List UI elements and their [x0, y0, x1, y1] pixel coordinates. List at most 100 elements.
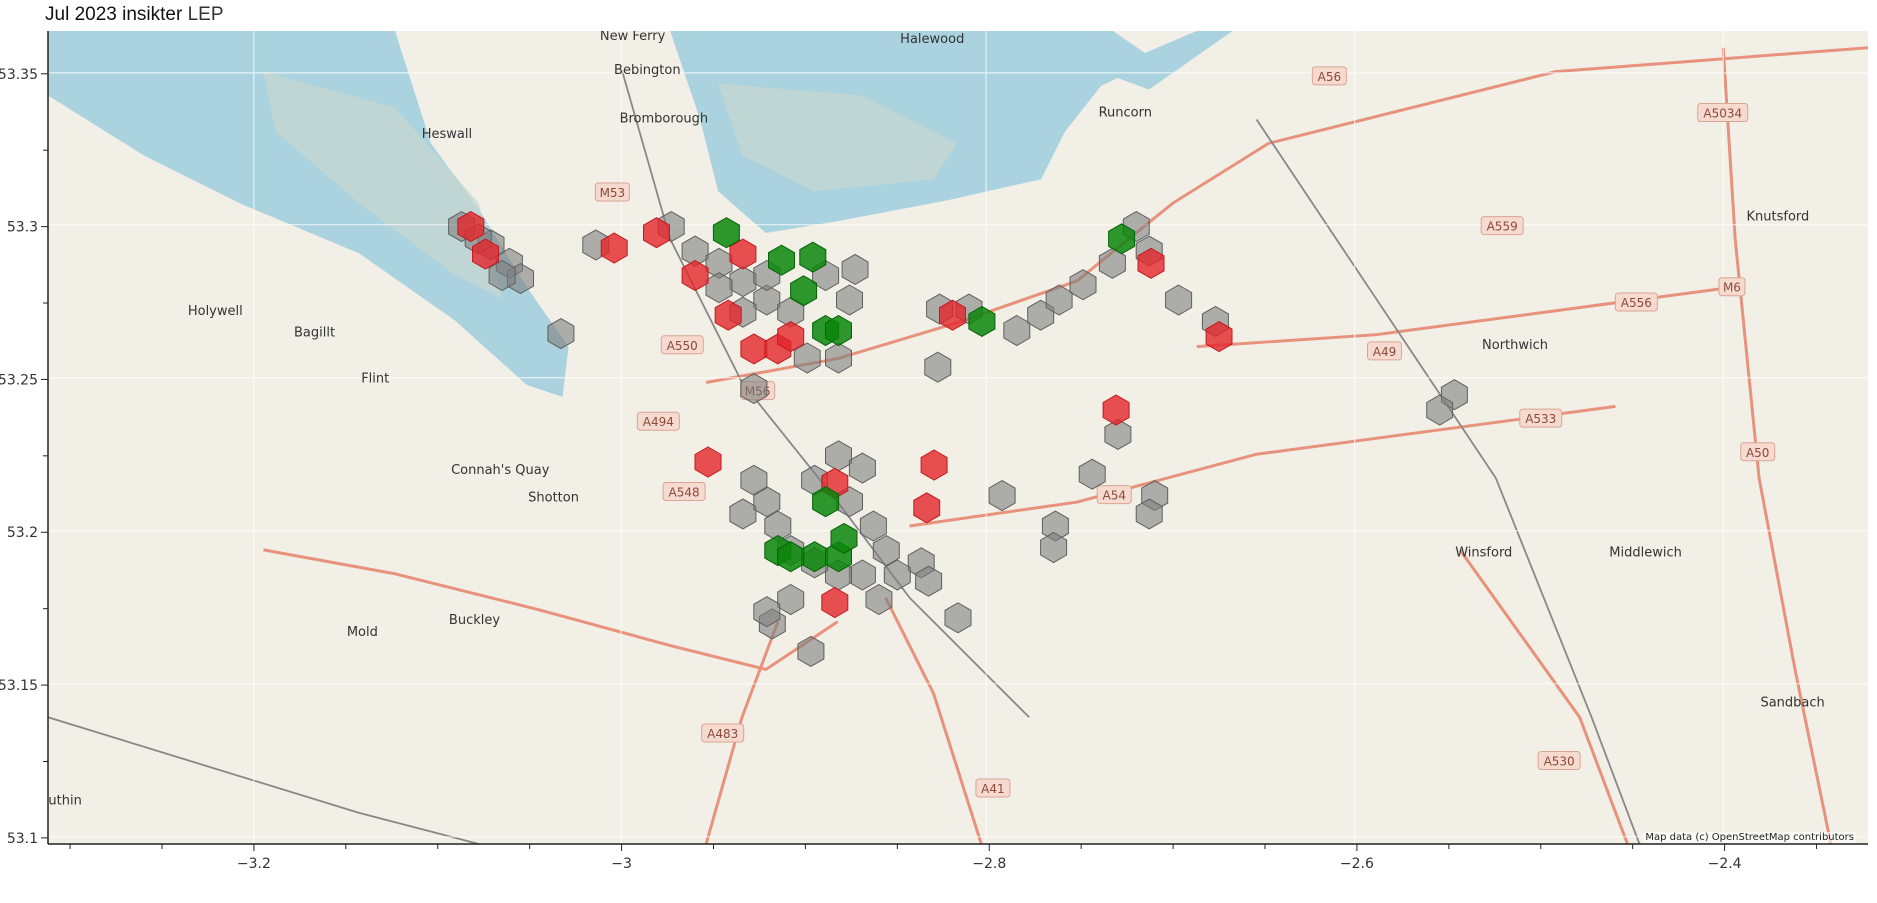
hexbin-gray [1098, 247, 1126, 279]
hexbin-red [920, 449, 948, 481]
hexbin-gray [547, 318, 575, 350]
hexbin-red [681, 259, 709, 292]
hexbin-gray [753, 596, 781, 628]
road-a41 [884, 597, 983, 844]
hexbin-red [1205, 321, 1233, 353]
road-ref: M53 [600, 186, 626, 200]
hexbin-gray [1165, 284, 1193, 316]
road-a54 [909, 404, 1616, 528]
x-tick-label: −2.4 [1708, 856, 1742, 872]
hexbin-gray [793, 342, 821, 374]
road-a55 [263, 548, 839, 672]
hexbin-gray [859, 510, 887, 542]
road-ref: A530 [1544, 754, 1575, 768]
road-ref: A49 [1373, 345, 1396, 359]
road-shield: A50 [1740, 442, 1776, 462]
place-label: Connah's Quay [451, 463, 550, 478]
hexbin-gray [1426, 394, 1454, 426]
hexbin-red [777, 321, 805, 353]
hexbin-green [830, 522, 858, 554]
hexbin-red [821, 586, 849, 619]
hexbin-gray [848, 452, 876, 484]
hexbin-red [643, 217, 670, 249]
hexbin-gray [488, 259, 516, 292]
road-m56 [705, 46, 1868, 384]
road-lines [263, 46, 1868, 844]
map-labels: New Ferry Halewood Bebington Bromborough Hes… [48, 31, 1825, 808]
rail-west-coast [1255, 118, 1641, 844]
hexbin-green [812, 486, 840, 518]
grid-lines [48, 31, 1868, 844]
rail-chester [621, 71, 1030, 718]
road-ref: A559 [1487, 220, 1518, 234]
hexbin-red [600, 232, 628, 264]
x-tick-label: −2.6 [1340, 856, 1374, 872]
hexbin-green [799, 241, 827, 273]
road-shield: A41 [975, 778, 1011, 798]
hexbin-gray [872, 535, 900, 567]
hexbin-gray [865, 583, 893, 616]
road-shield: A559 [1480, 216, 1524, 236]
hexbin-red [729, 238, 757, 270]
road-shield: A49 [1367, 341, 1403, 361]
hexbin-gray [915, 565, 943, 597]
hexbin-gray [944, 602, 972, 634]
hexbin-gray [740, 464, 768, 496]
road-a530 [1458, 549, 1629, 844]
place-label: Holywell [188, 304, 243, 319]
road-shield: A530 [1537, 750, 1581, 770]
road-shield: M53 [594, 182, 630, 202]
title-main: Jul 2023 insikter [45, 4, 183, 25]
place-label: Heswall [422, 127, 472, 142]
place-label: Mold [347, 625, 378, 640]
place-label: Bromborough [620, 112, 709, 127]
y-tick-label: 53.35 [0, 67, 38, 83]
road-shield: A5034 [1697, 103, 1749, 123]
y-tick-label: 53.3 [7, 220, 38, 236]
road-m6 [1721, 47, 1833, 844]
chart-title: Jul 2023 insikter LEP [45, 4, 224, 26]
place-label: Runcorn [1099, 106, 1152, 121]
title-suffix: LEP [187, 4, 224, 25]
road-shield: A54 [1096, 485, 1132, 505]
hexbin-gray [836, 284, 863, 316]
map-plot-area[interactable]: New Ferry Halewood Bebington Bromborough Hes… [48, 31, 1868, 844]
hexbin-red [913, 492, 941, 524]
road-shield: A556 [1614, 292, 1658, 312]
basemap [48, 31, 1868, 844]
road-shield: A494 [636, 411, 680, 431]
x-tick-label: −2.8 [972, 856, 1006, 872]
hexbin-gray [1104, 418, 1132, 450]
place-label: Bebington [614, 63, 681, 78]
hexbin-gray [1135, 498, 1163, 530]
road-ref: A41 [981, 782, 1004, 796]
hexbin-gray [797, 635, 825, 667]
dowpool-bank [263, 71, 503, 299]
eastham-sands [718, 83, 958, 192]
place-label: Flint [361, 371, 389, 386]
x-tick-label: −3.2 [237, 856, 271, 872]
hexbin-gray [1078, 458, 1106, 490]
hexbin-green [968, 305, 996, 337]
road-shield: A550 [660, 335, 704, 355]
hexbin-gray [825, 342, 852, 374]
road-shield: M6 [1718, 277, 1746, 297]
place-label: Halewood [900, 32, 964, 47]
hexbin-green [825, 314, 852, 347]
mersey-channel [1100, 31, 1233, 90]
road-ref: A556 [1621, 296, 1652, 310]
rail-lines [48, 71, 1641, 844]
x-tick-label: −3 [611, 856, 632, 872]
road-shield: A548 [662, 482, 706, 502]
road-ref: A550 [667, 339, 698, 353]
hexbin-green [790, 275, 818, 307]
y-tick-label: 53.25 [0, 372, 38, 388]
hexbin-red [939, 299, 966, 331]
place-label: Buckley [449, 613, 500, 628]
hexbin-red [1102, 394, 1130, 426]
road-shield: A483 [701, 723, 745, 743]
hexbin-gray [883, 559, 911, 591]
hexbin-red [1137, 247, 1165, 279]
place-label: Bagillt [294, 326, 335, 341]
